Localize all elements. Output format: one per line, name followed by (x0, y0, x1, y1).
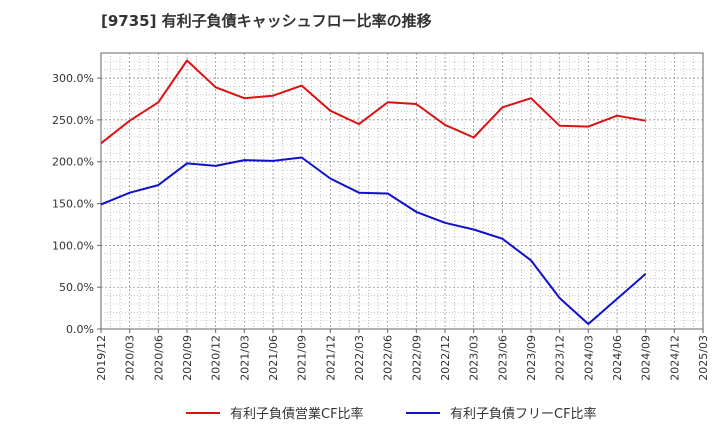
x-tick-label: 2021/12 (324, 335, 337, 381)
y-tick-label: 250.0% (52, 114, 94, 127)
y-tick-label: 0.0% (66, 323, 94, 336)
x-tick-label: 2020/06 (152, 335, 165, 381)
x-tick-label: 2023/12 (554, 335, 567, 381)
x-tick-label: 2023/09 (525, 335, 538, 381)
x-tick-label: 2022/12 (439, 335, 452, 381)
y-tick-label: 200.0% (52, 156, 94, 169)
plot-area (100, 52, 704, 330)
x-tick-label: 2020/03 (124, 335, 137, 381)
series-line-1 (100, 59, 646, 145)
x-tick-label: 2022/09 (410, 335, 423, 381)
legend-label-1: 有利子負債営業CF比率 (230, 406, 364, 422)
x-tick-label: 2021/06 (267, 335, 280, 381)
legend-label-2: 有利子負債フリーCF比率 (450, 406, 597, 422)
y-tick-label: 300.0% (52, 72, 94, 85)
x-tick-label: 2020/12 (210, 335, 223, 381)
x-tick-label: 2019/12 (95, 335, 108, 381)
x-tick-label: 2024/09 (640, 335, 653, 381)
x-tick-label: 2024/12 (668, 335, 681, 381)
x-tick-label: 2024/06 (611, 335, 624, 381)
y-tick-label: 50.0% (59, 281, 94, 294)
x-tick-label: 2020/09 (181, 335, 194, 381)
x-tick-label: 2023/03 (468, 335, 481, 381)
x-tick-label: 2022/03 (353, 335, 366, 381)
x-tick-label: 2022/06 (382, 335, 395, 381)
y-tick-label: 150.0% (52, 198, 94, 211)
x-tick-label: 2023/06 (496, 335, 509, 381)
x-tick-label: 2021/03 (238, 335, 251, 381)
x-tick-label: 2024/03 (582, 335, 595, 381)
x-tick-label: 2025/03 (697, 335, 710, 381)
chart-title: [9735] 有利子負債キャッシュフロー比率の推移 (101, 12, 432, 30)
x-tick-label: 2021/09 (296, 335, 309, 381)
series-line-2 (100, 156, 647, 325)
y-tick-label: 100.0% (52, 239, 94, 252)
